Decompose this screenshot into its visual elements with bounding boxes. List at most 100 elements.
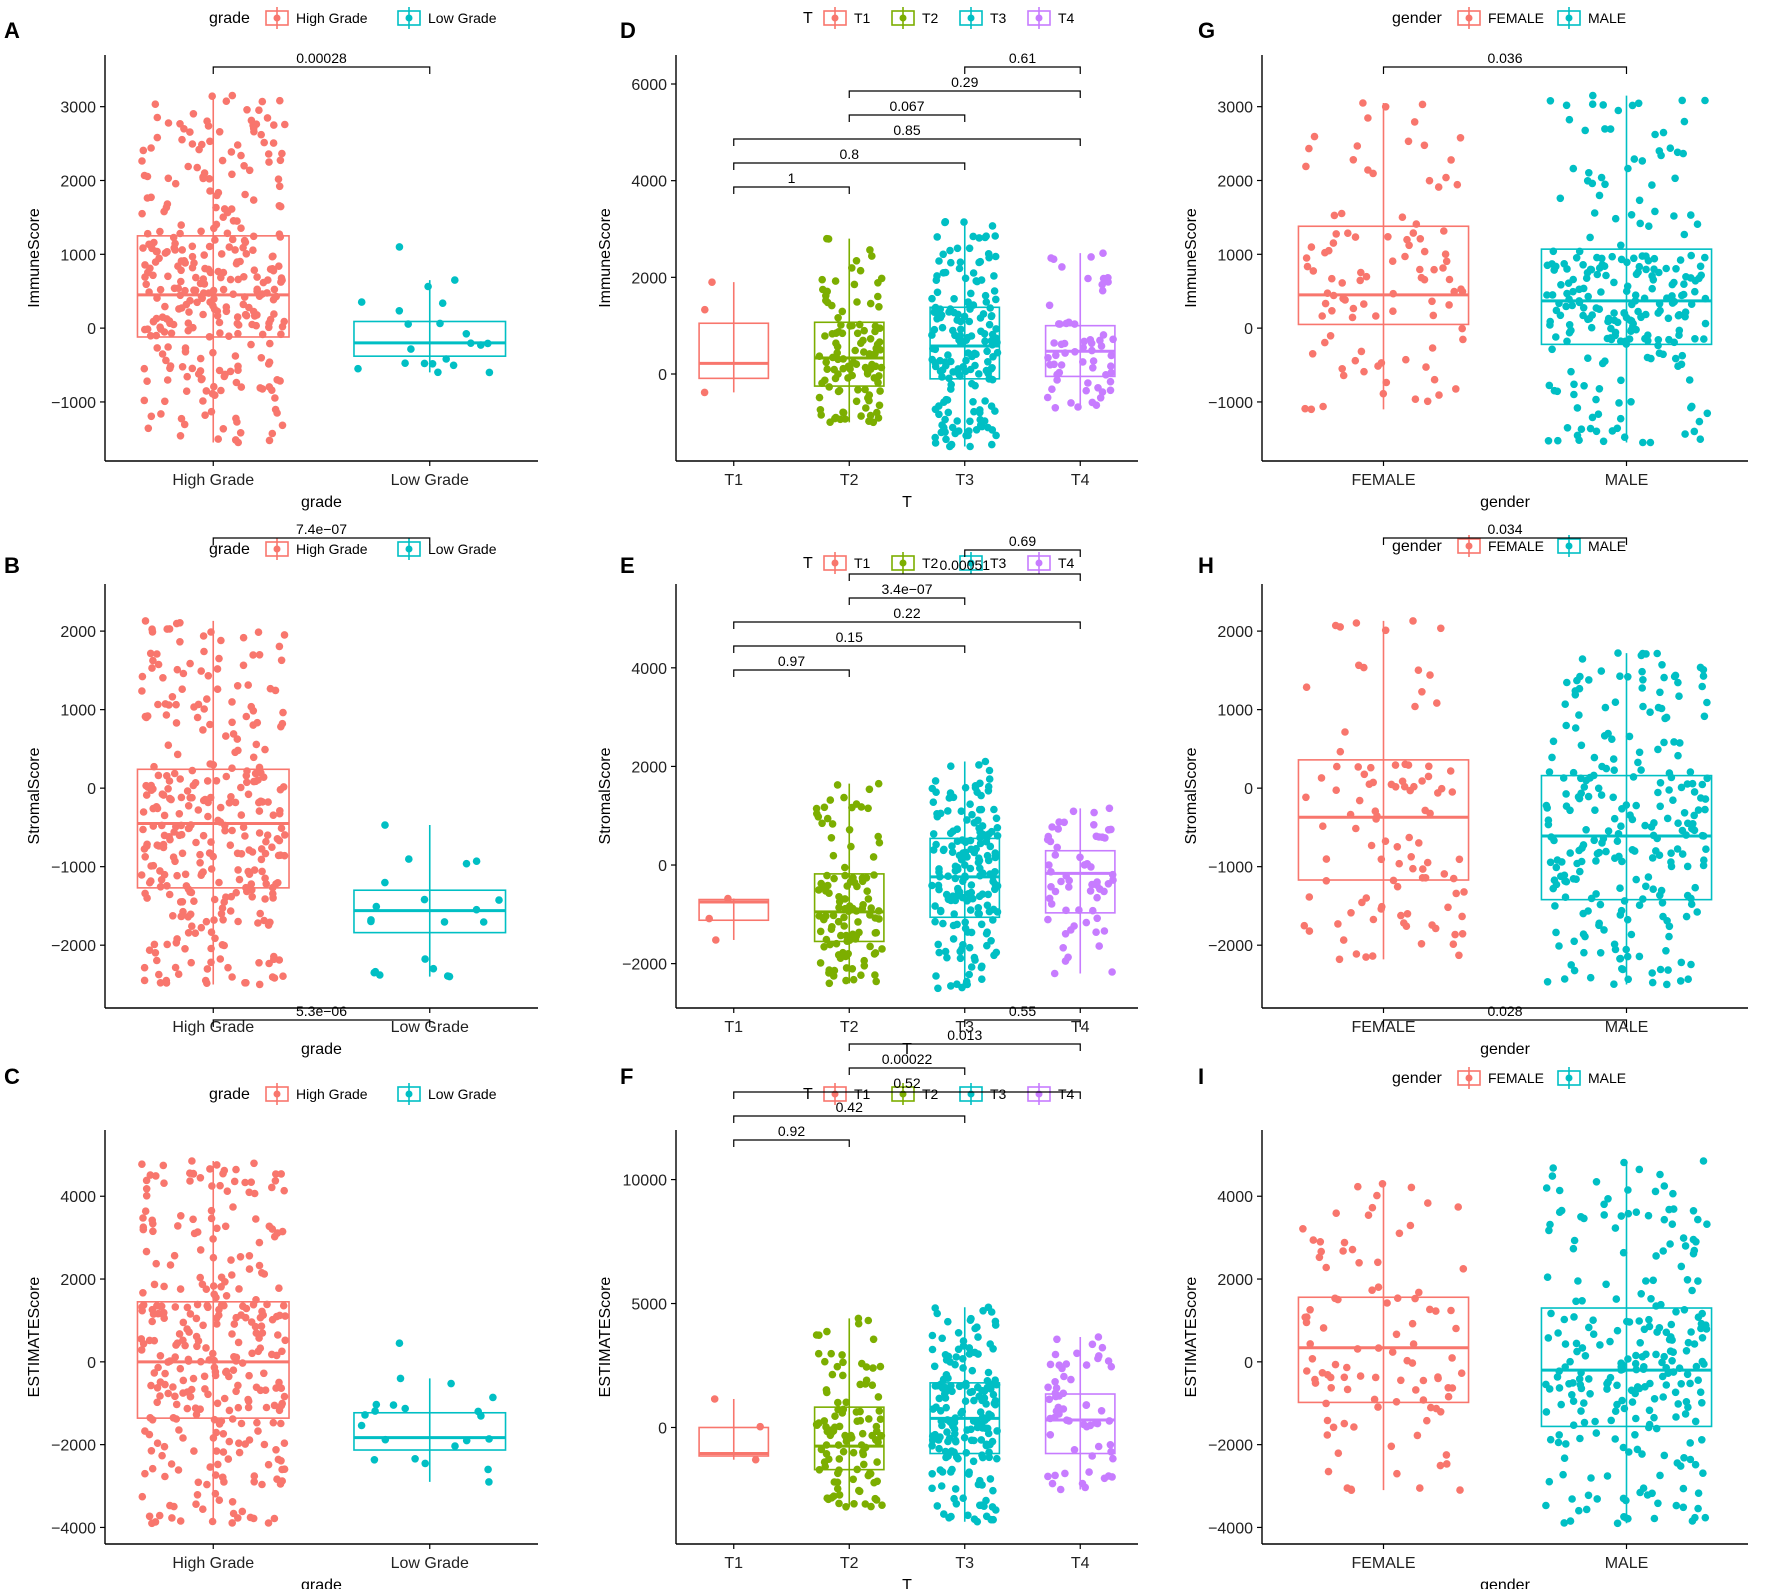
data-point	[1575, 711, 1583, 719]
data-point	[1402, 355, 1410, 364]
data-point	[237, 811, 246, 819]
y-tick-label: 6000	[631, 77, 667, 94]
data-point	[853, 298, 861, 306]
data-point	[158, 790, 167, 798]
data-point	[146, 332, 155, 340]
data-point	[1420, 141, 1429, 150]
y-tick-label: 2000	[60, 1272, 96, 1289]
box-iqr	[1540, 1307, 1713, 1428]
data-point	[1336, 747, 1345, 756]
data-point	[1327, 1384, 1335, 1392]
data-point	[1677, 783, 1686, 792]
data-point	[865, 785, 874, 794]
data-point	[191, 929, 200, 937]
data-point	[141, 853, 149, 861]
data-point	[710, 1395, 719, 1403]
data-point	[1632, 801, 1640, 810]
data-point	[1616, 884, 1624, 892]
data-point	[251, 777, 260, 786]
data-point	[976, 1408, 985, 1416]
data-point	[988, 330, 997, 339]
data-point	[957, 325, 965, 334]
y-tick-label: 1000	[1217, 703, 1253, 720]
jitter-points	[138, 91, 289, 447]
bracket-line	[848, 114, 966, 122]
data-point	[953, 920, 961, 929]
data-point	[974, 1480, 983, 1489]
data-point	[1662, 947, 1670, 955]
data-point	[874, 832, 882, 841]
data-point	[932, 972, 940, 980]
data-point	[1660, 1182, 1669, 1190]
data-point	[1632, 875, 1640, 884]
data-point	[834, 370, 842, 378]
data-point	[968, 1387, 977, 1396]
data-point	[164, 272, 172, 281]
data-point	[253, 718, 262, 727]
data-point	[1642, 1277, 1650, 1285]
data-point	[1549, 247, 1558, 256]
data-point	[1097, 1407, 1106, 1415]
data-point	[226, 907, 235, 915]
data-point	[1683, 780, 1692, 788]
data-point	[988, 375, 997, 384]
outlier-point	[395, 1339, 404, 1348]
data-point	[188, 1157, 196, 1165]
data-point	[928, 1484, 936, 1493]
data-point	[1550, 876, 1559, 884]
data-point	[208, 389, 217, 398]
data-point	[145, 1336, 154, 1345]
data-point	[152, 314, 161, 323]
data-point	[193, 1300, 202, 1309]
box-iqr	[698, 322, 770, 380]
data-point	[712, 936, 720, 944]
data-point	[842, 931, 850, 940]
data-point	[218, 904, 227, 912]
data-point	[1303, 1367, 1311, 1375]
data-point	[835, 1422, 844, 1431]
data-point	[983, 1377, 992, 1385]
data-point	[1425, 176, 1434, 185]
data-point	[213, 665, 222, 673]
data-point	[1547, 833, 1555, 841]
data-point	[485, 1435, 493, 1443]
data-point	[1671, 174, 1679, 183]
data-point	[1079, 358, 1087, 366]
data-point	[1400, 782, 1409, 791]
data-point	[208, 1517, 217, 1526]
data-point	[1332, 786, 1340, 794]
data-point	[1341, 728, 1349, 736]
data-point	[154, 700, 162, 709]
data-point	[210, 382, 218, 391]
data-point	[167, 1460, 176, 1468]
data-point	[1579, 841, 1588, 849]
data-point	[1628, 1398, 1637, 1406]
data-point	[1681, 430, 1689, 438]
data-point	[159, 674, 167, 682]
data-point	[1660, 1352, 1668, 1361]
data-point	[421, 955, 429, 963]
data-point	[221, 1222, 230, 1231]
data-point	[184, 1355, 193, 1364]
data-point	[218, 156, 227, 165]
data-point	[1439, 264, 1447, 272]
data-point	[1631, 291, 1640, 300]
box-t2	[812, 779, 886, 988]
data-point	[188, 364, 197, 373]
data-point	[210, 895, 219, 904]
data-point	[1665, 335, 1673, 344]
data-point	[1590, 836, 1598, 845]
data-point	[984, 890, 992, 899]
bracket-line	[733, 186, 850, 194]
data-point	[928, 1331, 937, 1340]
data-point	[161, 1472, 169, 1481]
data-point	[210, 1363, 219, 1372]
data-point	[212, 1293, 220, 1302]
data-point	[1086, 887, 1095, 895]
data-point	[1096, 394, 1105, 402]
data-point	[381, 878, 389, 887]
data-point	[186, 1310, 195, 1318]
data-point	[1662, 713, 1671, 722]
data-point	[245, 870, 254, 878]
